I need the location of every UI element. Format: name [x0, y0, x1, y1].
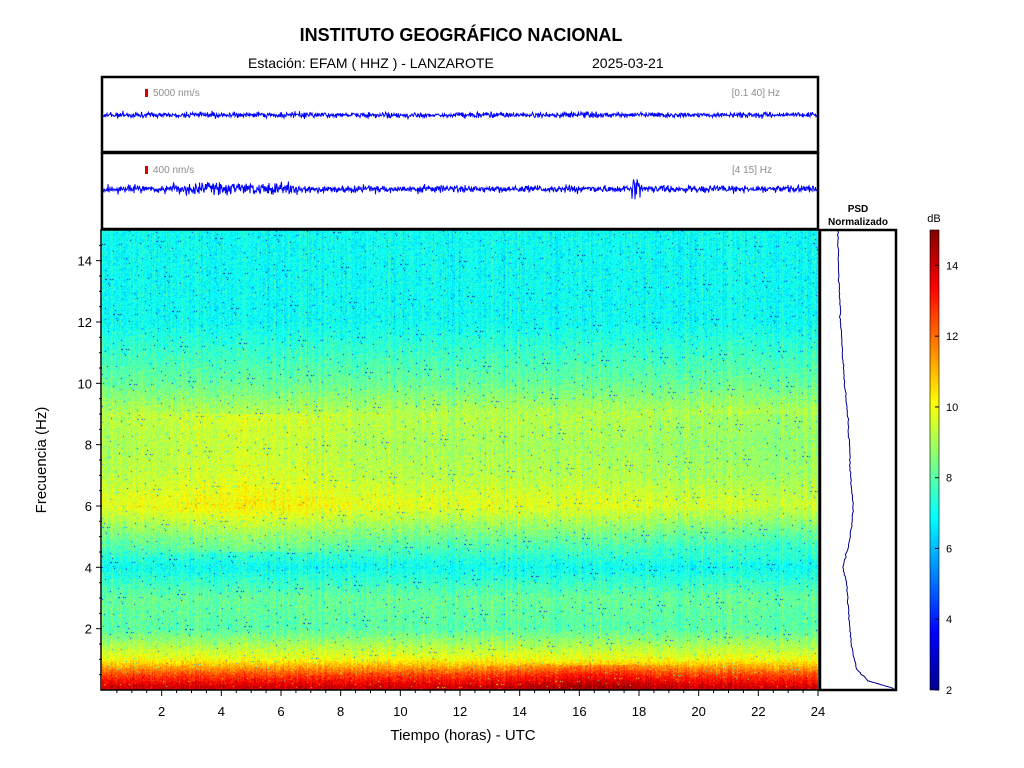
x-axis-label: Tiempo (horas) - UTC [390, 727, 535, 744]
colorbar-gradient [929, 229, 940, 691]
trace-filtered-scale-label: 400 nm/s [153, 165, 194, 176]
colorbar-unit-label: dB [927, 213, 940, 225]
colorbar-ticks: 2 4 6 8 10 12 14 [935, 260, 958, 697]
x-tick-label: 2 [158, 704, 165, 719]
colorbar-tick-label: 2 [946, 685, 952, 697]
y-tick-label: 10 [78, 376, 92, 391]
colorbar: dB 2 4 6 8 10 12 14 [927, 213, 958, 697]
station-label: Estación: EFAM ( HHZ ) - LANZAROTE [248, 55, 494, 71]
scale-marker-broadband [145, 89, 148, 97]
scale-marker-filtered [145, 166, 148, 174]
x-tick-label: 10 [393, 704, 407, 719]
psd-panel-frame [818, 228, 898, 692]
psd-panel: PSD Normalizado [818, 204, 898, 692]
x-tick-label: 6 [277, 704, 284, 719]
x-tick-label: 8 [337, 704, 344, 719]
date-label: 2025-03-21 [592, 55, 664, 71]
colorbar-tick-label: 10 [946, 402, 958, 414]
colorbar-tick-label: 14 [946, 260, 958, 272]
psd-title-line2: Normalizado [828, 217, 888, 228]
spectrogram-heatmap [102, 230, 818, 690]
psd-title-line1: PSD [848, 204, 869, 215]
y-tick-label: 6 [85, 499, 92, 514]
y-axis-ticks: 2 4 6 8 10 12 14 [78, 244, 102, 676]
page-title: INSTITUTO GEOGRÁFICO NACIONAL [299, 25, 623, 45]
x-tick-label: 12 [453, 704, 467, 719]
y-tick-label: 2 [85, 622, 92, 637]
trace-broadband-scale-label: 5000 nm/s [153, 88, 200, 99]
colorbar-tick-label: 8 [946, 473, 952, 485]
x-tick-label: 16 [572, 704, 586, 719]
psd-normalized-line [836, 229, 894, 689]
x-tick-label: 4 [218, 704, 225, 719]
y-tick-label: 4 [85, 560, 92, 575]
y-tick-label: 12 [78, 315, 92, 330]
x-tick-label: 18 [632, 704, 646, 719]
trace-panel-filtered: 400 nm/s [4 15] Hz [100, 151, 820, 231]
trace-broadband-band-label: [0.1 40] Hz [732, 88, 780, 99]
x-tick-label: 24 [811, 704, 825, 719]
x-tick-label: 22 [751, 704, 765, 719]
y-tick-label: 8 [85, 438, 92, 453]
trace-panel-broadband: 5000 nm/s [0.1 40] Hz [100, 75, 820, 154]
colorbar-tick-label: 6 [946, 543, 952, 555]
trace-filtered-line [102, 179, 818, 200]
x-axis-ticks: 2 4 6 8 10 12 14 16 18 20 22 24 [116, 690, 825, 719]
y-tick-label: 14 [78, 254, 92, 269]
x-tick-label: 14 [512, 704, 526, 719]
y-axis-label: Frecuencia (Hz) [33, 407, 50, 514]
x-tick-label: 20 [691, 704, 705, 719]
trace-filtered-band-label: [4 15] Hz [732, 165, 772, 176]
colorbar-tick-label: 12 [946, 331, 958, 343]
trace-broadband-line [102, 110, 818, 121]
trace-panel-filtered-frame [100, 151, 820, 231]
colorbar-tick-label: 4 [946, 614, 952, 626]
